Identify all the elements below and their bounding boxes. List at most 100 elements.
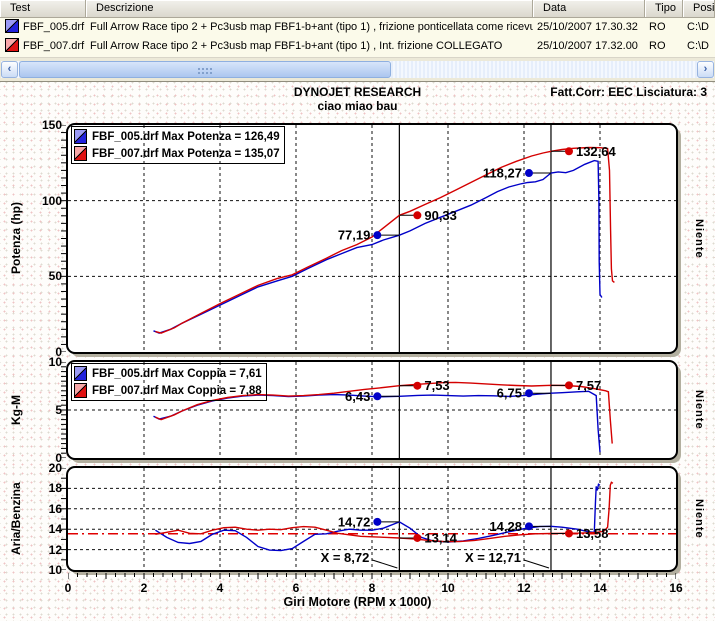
cell-text: FBF_007.drf: [23, 40, 85, 52]
table-cell: FBF_005.drf: [0, 18, 86, 37]
cursor-marker: [564, 529, 573, 538]
series-color-swatch: [5, 38, 19, 52]
cursor-value-label: 7,57: [576, 378, 601, 393]
cursor-x-label: X = 12,71: [465, 550, 521, 565]
cell-text: RO: [649, 40, 666, 52]
cursor-marker: [373, 392, 382, 401]
y-tick-label: 100: [41, 193, 62, 208]
curve-FBF_005.drf: [153, 159, 603, 334]
table-cell: RO: [645, 37, 683, 56]
table-row[interactable]: FBF_005.drf Full Arrow Race tipo 2 + Pc3u…: [0, 18, 715, 37]
cursor-marker: [413, 533, 422, 542]
y-tick-label: 10: [48, 355, 62, 369]
y-axis-title: Potenza (hp): [9, 202, 23, 275]
cursor-value-label: 90,33: [424, 208, 457, 223]
y-tick-label: 50: [48, 269, 62, 284]
curve-FBF_007.drf: [155, 481, 614, 543]
scroll-right-button[interactable]: ›: [697, 61, 714, 78]
cell-text: 25/10/2007 17.32.00: [537, 40, 638, 52]
cursor-marker: [373, 231, 382, 240]
y-tick-label: 16: [48, 501, 62, 516]
right-channel-label: Niente: [693, 390, 705, 430]
cursor-value-label: 7,53: [424, 378, 449, 393]
cursor-value-label: 132,64: [576, 144, 617, 159]
plot-area-1[interactable]: 6,43 7,53 6,75 7,57: [66, 360, 678, 460]
plot-area-0[interactable]: 77,19 90,33 118,27 132,64: [66, 123, 678, 354]
table-cell: C:\D: [683, 37, 715, 56]
column-header-posiz[interactable]: Posiz: [683, 0, 715, 18]
y-minor-ticks: [61, 125, 66, 352]
legend-row: FBF_007.drf Max Coppia = 7,88: [74, 382, 262, 399]
cell-text: FBF_005.drf: [23, 21, 85, 33]
legend-row: FBF_007.drf Max Potenza = 135,07: [74, 145, 280, 162]
x-axis-title: Giri Motore (RPM x 1000): [283, 595, 432, 609]
cursor-marker: [413, 211, 422, 220]
table-row[interactable]: FBF_007.drf Full Arrow Race tipo 2 + Pc3u…: [0, 37, 715, 56]
y-tick-label: 0: [55, 451, 62, 465]
series-color-swatch: [5, 19, 19, 33]
y-axis-title: Aria/Benzina: [9, 482, 23, 556]
cursor-marker: [524, 389, 533, 398]
chart-legend: FBF_005.drf Max Potenza = 126,49 FBF_007.…: [71, 126, 285, 164]
scrollbar-grip: [197, 67, 213, 74]
cursor-marker: [564, 147, 573, 156]
legend-color-swatch: [74, 129, 87, 144]
y-tick-label: 12: [48, 542, 62, 557]
x-tick-label: 12: [517, 581, 531, 595]
page-title: DYNOJET RESEARCH: [293, 85, 422, 99]
x-tick-label: 0: [64, 581, 72, 595]
cursor-marker: [373, 517, 382, 526]
x-tick-label: 16: [669, 581, 683, 595]
cursor-value-label: 6,43: [345, 389, 370, 404]
cursor-value-label: 13,14: [424, 530, 457, 545]
y-tick-label: 20: [48, 461, 62, 475]
y-tick-label: 0: [55, 345, 62, 359]
right-channel-label: Niente: [693, 499, 705, 539]
cursor-value-label: 13,58: [576, 526, 609, 541]
cursor-marker: [413, 381, 422, 390]
cell-text: 25/10/2007 17.30.32: [537, 21, 638, 33]
legend-row: FBF_005.drf Max Coppia = 7,61: [74, 365, 262, 382]
table-cell: 25/10/2007 17.32.00: [533, 37, 645, 56]
cursor-value-label: 6,75: [497, 386, 522, 401]
cursor-marker: [524, 522, 533, 531]
table-cell: Full Arrow Race tipo 2 + Pc3usb map FBF1…: [86, 37, 533, 56]
x-tick-label: 14: [593, 581, 607, 595]
scroll-left-button[interactable]: ‹: [1, 61, 18, 78]
legend-label: FBF_005.drf Max Coppia = 7,61: [92, 367, 262, 380]
legend-color-swatch: [74, 366, 87, 381]
table-cell: 25/10/2007 17.30.32: [533, 18, 645, 37]
y-minor-ticks: [61, 468, 66, 570]
right-channel-label: Niente: [693, 218, 705, 259]
table-cell: C:\D: [683, 18, 715, 37]
cell-text: Full Arrow Race tipo 2 + Pc3usb map FBF1…: [90, 40, 503, 52]
cursor-marker: [524, 169, 533, 178]
scrollbar-thumb[interactable]: [19, 61, 391, 78]
correction-factor-label: Fatt.Corr: EEC Lisciatura: 3: [550, 85, 707, 99]
column-header-tipo[interactable]: Tipo: [645, 0, 683, 18]
horizontal-scrollbar[interactable]: ‹ ›: [1, 61, 714, 78]
legend-label: FBF_007.drf Max Coppia = 7,88: [92, 384, 262, 397]
chart-legend: FBF_005.drf Max Coppia = 7,61 FBF_007.drf…: [71, 363, 267, 401]
y-tick-label: 18: [48, 481, 62, 496]
cell-text: C:\D: [687, 40, 709, 52]
y-tick-label: 150: [41, 118, 62, 132]
x-tick-label: 8: [368, 581, 376, 595]
cursor-value-label: 77,19: [338, 228, 371, 243]
table-cell: FBF_007.drf: [0, 37, 86, 56]
column-header-data[interactable]: Data: [533, 0, 645, 18]
table-cell: RO: [645, 18, 683, 37]
page-subtitle: ciao miao bau: [317, 99, 398, 113]
cell-text: Full Arrow Race tipo 2 + Pc3usb map FBF1…: [90, 21, 533, 33]
plot-area-2[interactable]: 14,72 13,14 14,28 13,58 X = 8,72 X = 12,71: [66, 466, 678, 572]
cursor-value-label: 14,28: [489, 519, 522, 534]
x-tick-label: 2: [140, 581, 148, 595]
y-axis-title: Kg-M: [9, 395, 23, 425]
legend-color-swatch: [74, 383, 87, 398]
legend-row: FBF_005.drf Max Potenza = 126,49: [74, 128, 280, 145]
x-minor-ticks: [68, 573, 676, 579]
cell-text: RO: [649, 21, 666, 33]
column-header-descrizione[interactable]: Descrizione: [86, 0, 533, 18]
column-header-test[interactable]: Test: [0, 0, 86, 18]
